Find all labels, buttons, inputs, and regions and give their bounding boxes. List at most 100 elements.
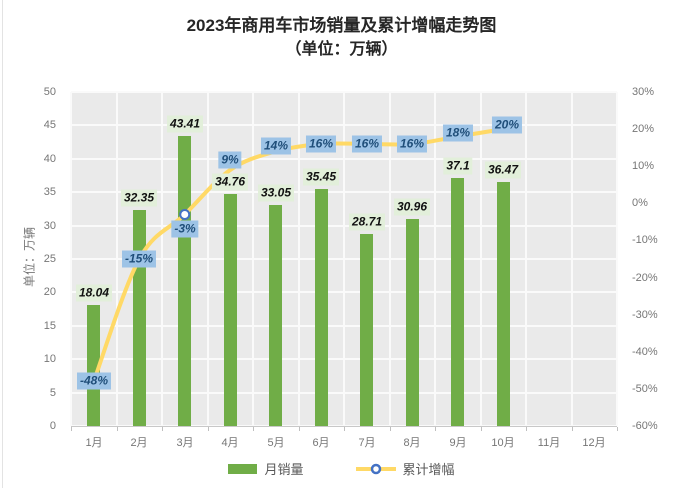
x-axis-label: 4月 — [221, 437, 239, 449]
x-axis-label: 3月 — [176, 437, 194, 449]
legend-label-sales: 月销量 — [264, 462, 304, 477]
title-block: 2023年商用车市场销量及累计增幅走势图 （单位：万辆） — [0, 13, 683, 62]
right-axis-tick-label: 20% — [632, 123, 655, 135]
bar-label: 34.76 — [211, 173, 249, 191]
line-label: 16% — [396, 135, 428, 153]
left-axis-tick-label: 15 — [43, 320, 56, 332]
left-axis-tick-label: 20 — [43, 286, 56, 298]
bar-label: 37.1 — [443, 157, 473, 175]
x-axis-label: 10月 — [491, 437, 515, 449]
left-axis-tick-label: 5 — [49, 387, 56, 399]
line-label: -3% — [171, 220, 199, 238]
x-axis-label: 8月 — [403, 437, 421, 449]
left-axis-tick-label: 50 — [43, 86, 56, 98]
bar-9月 — [451, 178, 464, 426]
gridline-vertical — [116, 92, 118, 426]
left-axis-tick-label: 35 — [43, 186, 56, 198]
gridline-vertical — [571, 92, 573, 426]
x-axis-label: 1月 — [85, 437, 103, 449]
right-axis-tick-label: -10% — [632, 234, 658, 246]
bar-5月 — [269, 205, 282, 426]
left-axis-tick-label: 30 — [43, 220, 56, 232]
bar-series-swatch-icon — [228, 463, 258, 474]
left-axis-tick-label: 25 — [43, 253, 56, 265]
left-axis-tick-label: 0 — [49, 420, 56, 432]
bar-6月 — [315, 189, 328, 426]
bar-label: 33.05 — [257, 184, 295, 202]
line-label: -15% — [121, 250, 157, 268]
x-axis-tick-mark — [344, 427, 345, 431]
bar-label: 36.47 — [484, 161, 522, 179]
gridline-vertical — [207, 92, 209, 426]
left-axis-tick-label: 10 — [43, 353, 56, 365]
x-axis-tick-mark — [208, 427, 209, 431]
gridline-vertical — [343, 92, 345, 426]
right-axis-tick-label: -20% — [632, 272, 658, 284]
line-label: 18% — [442, 124, 474, 142]
gridline-vertical — [434, 92, 436, 426]
line-label: 20% — [491, 116, 523, 134]
bar-8月 — [406, 219, 419, 426]
bar-label: 32.35 — [120, 189, 158, 207]
x-axis-tick-mark — [390, 427, 391, 431]
x-axis-label: 5月 — [267, 437, 285, 449]
bar-1月 — [87, 305, 100, 426]
gridline-vertical — [298, 92, 300, 426]
x-axis-tick-mark — [117, 427, 118, 431]
chart-title: 2023年商用车市场销量及累计增幅走势图 — [186, 16, 497, 35]
line-label: -48% — [76, 372, 112, 390]
x-axis-label: 6月 — [312, 437, 330, 449]
bar-label: 43.41 — [166, 115, 204, 133]
right-axis-tick-label: -50% — [632, 383, 658, 395]
x-axis-line — [71, 426, 617, 427]
legend-item-sales: 月销量 — [228, 459, 304, 478]
left-axis-tick-label: 40 — [43, 153, 56, 165]
legend-item-growth: 累计增幅 — [355, 459, 455, 478]
bar-label: 28.71 — [348, 213, 386, 231]
right-axis-tick-label: -40% — [632, 346, 658, 358]
bar-2月 — [133, 210, 146, 426]
legend-label-growth: 累计增幅 — [402, 462, 455, 477]
bar-label: 18.04 — [75, 284, 113, 302]
x-axis-tick-mark — [71, 427, 72, 431]
x-axis-tick-mark — [435, 427, 436, 431]
bar-label: 35.45 — [302, 168, 340, 186]
x-axis-tick-mark — [162, 427, 163, 431]
legend: 月销量 累计增幅 — [0, 459, 683, 478]
bar-3月 — [178, 136, 191, 426]
x-axis-label: 9月 — [449, 437, 467, 449]
x-axis-label: 2月 — [130, 437, 148, 449]
bar-4月 — [224, 194, 237, 426]
bar-10月 — [497, 182, 510, 426]
right-axis-tick-label: 0% — [632, 197, 648, 209]
gridline-vertical — [480, 92, 482, 426]
gridline-vertical — [70, 92, 72, 426]
right-axis-tick-label: 10% — [632, 160, 655, 172]
right-axis-tick-label: -30% — [632, 309, 658, 321]
x-axis-label: 11月 — [537, 437, 561, 449]
chart-subtitle: （单位：万辆） — [285, 41, 398, 58]
line-label: 16% — [305, 135, 337, 153]
x-axis-tick-mark — [526, 427, 527, 431]
line-label: 14% — [260, 137, 292, 155]
bar-label: 30.96 — [393, 198, 431, 216]
gridline-vertical — [252, 92, 254, 426]
x-axis-tick-mark — [299, 427, 300, 431]
right-axis-tick-label: 30% — [632, 86, 655, 98]
x-axis-tick-mark — [572, 427, 573, 431]
x-axis-tick-mark — [617, 427, 618, 431]
gridline-vertical — [616, 92, 618, 426]
gridline-vertical — [161, 92, 163, 426]
x-axis-label: 12月 — [582, 437, 606, 449]
frame-left-border — [2, 0, 3, 488]
line-label: 9% — [218, 151, 242, 169]
bar-7月 — [360, 234, 373, 426]
line-series-swatch-icon — [355, 463, 396, 474]
left-axis-tick-label: 45 — [43, 119, 56, 131]
gridline-vertical — [389, 92, 391, 426]
right-axis-tick-label: -60% — [632, 420, 658, 432]
x-axis-tick-mark — [253, 427, 254, 431]
line-label: 16% — [351, 135, 383, 153]
